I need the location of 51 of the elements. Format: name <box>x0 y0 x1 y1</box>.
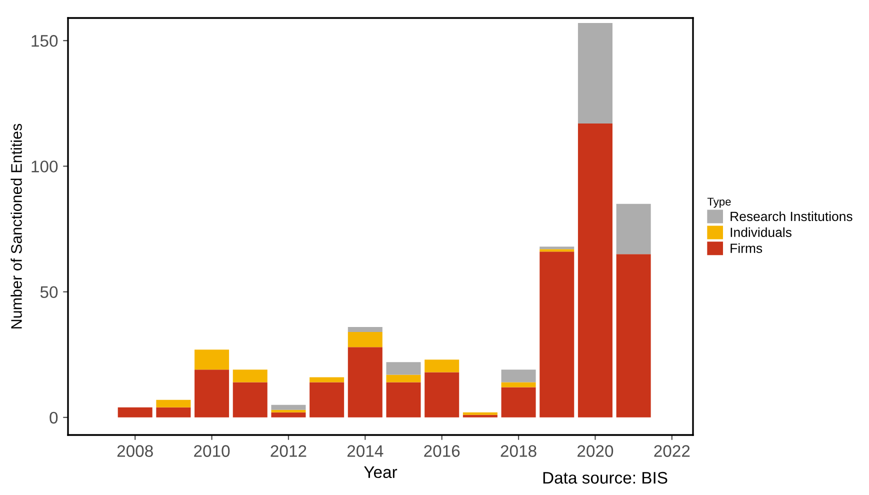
x-tick-label: 2022 <box>654 445 690 457</box>
y-tick-label: 100 <box>32 160 58 172</box>
bar <box>501 370 536 382</box>
bar <box>348 347 382 418</box>
bar <box>462 414 498 418</box>
bar <box>386 382 421 418</box>
bar <box>578 23 612 124</box>
x-tick-label: 2020 <box>578 445 614 457</box>
bar <box>386 362 421 375</box>
bar <box>348 332 382 348</box>
bar <box>462 412 498 415</box>
bar <box>156 407 191 418</box>
x-tick-label: 2016 <box>424 445 460 457</box>
legend-label: Firms <box>730 243 762 253</box>
bar <box>156 400 191 408</box>
x-tick-label: 2010 <box>194 445 230 457</box>
bar <box>386 374 421 382</box>
source-note: Data source: BIS <box>543 472 668 484</box>
bar <box>616 204 651 254</box>
bar <box>271 404 306 410</box>
legend-label: Individuals <box>730 227 792 238</box>
x-tick-label: 2014 <box>347 445 384 457</box>
bar <box>310 382 344 418</box>
x-axis-title: Year <box>364 466 398 478</box>
x-tick-label: 2018 <box>500 445 536 457</box>
y-tick-label: 50 <box>40 286 58 298</box>
legend-label: Research Institutions <box>730 211 852 222</box>
x-tick-label: 2008 <box>117 445 153 457</box>
bar <box>271 412 306 418</box>
y-axis-title: Number of Sanctioned Entities <box>10 124 22 328</box>
bar <box>310 377 344 382</box>
bar <box>348 326 382 332</box>
y-tick-label: 150 <box>32 35 58 47</box>
bar <box>424 360 460 372</box>
bar <box>616 254 651 418</box>
bar <box>271 410 306 412</box>
bar <box>540 246 574 250</box>
x-tick-label: 2012 <box>270 445 306 457</box>
bar <box>194 370 230 418</box>
bar <box>540 252 574 418</box>
bar <box>501 387 536 418</box>
bar <box>232 370 268 382</box>
bar <box>540 249 574 252</box>
bar <box>118 407 152 418</box>
legend-title: Type <box>707 198 731 208</box>
bar <box>501 382 536 388</box>
bar <box>424 372 460 418</box>
bar <box>232 382 268 418</box>
bar <box>578 124 612 418</box>
bar <box>194 350 230 370</box>
y-tick-label: 0 <box>50 412 58 424</box>
